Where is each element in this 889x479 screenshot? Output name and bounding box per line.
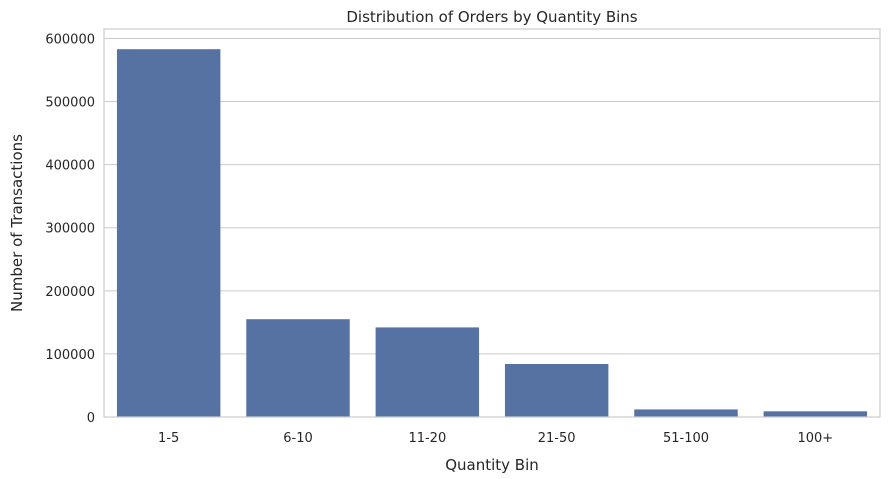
bar-21-50 (504, 364, 609, 417)
x-tick-label: 11-20 (408, 431, 446, 446)
bar-6-10 (246, 319, 350, 417)
bar-11-20 (375, 327, 480, 417)
y-tick-label: 300000 (45, 222, 95, 237)
x-tick-labels: 1-5 6-10 11-20 21-50 51-100 100+ (158, 431, 833, 446)
x-tick-label: 6-10 (283, 431, 313, 446)
x-tick-label: 51-100 (663, 431, 709, 446)
bar-1-5 (116, 49, 221, 417)
y-tick-labels: 0 100000 200000 300000 400000 500000 600000 (45, 32, 95, 426)
plot-frame (103, 28, 881, 418)
chart-title: Distribution of Orders by Quantity Bins (346, 8, 637, 26)
y-tick-label: 200000 (45, 285, 95, 300)
bar-100+ (763, 411, 868, 417)
bar-51-100 (634, 409, 738, 417)
y-tick-label: 400000 (45, 159, 95, 174)
x-tick-label: 21-50 (538, 431, 576, 446)
x-tick-label: 1-5 (158, 431, 179, 446)
y-tick-label: 500000 (45, 96, 95, 111)
bars (116, 49, 868, 417)
y-tick-label: 0 (87, 411, 95, 426)
x-tick-label: 100+ (797, 431, 833, 446)
y-tick-label: 600000 (45, 32, 95, 47)
y-axis-label: Number of Transactions (8, 134, 26, 312)
gridlines (104, 37, 880, 418)
x-axis-label: Quantity Bin (445, 456, 539, 474)
y-tick-label: 100000 (45, 348, 95, 363)
